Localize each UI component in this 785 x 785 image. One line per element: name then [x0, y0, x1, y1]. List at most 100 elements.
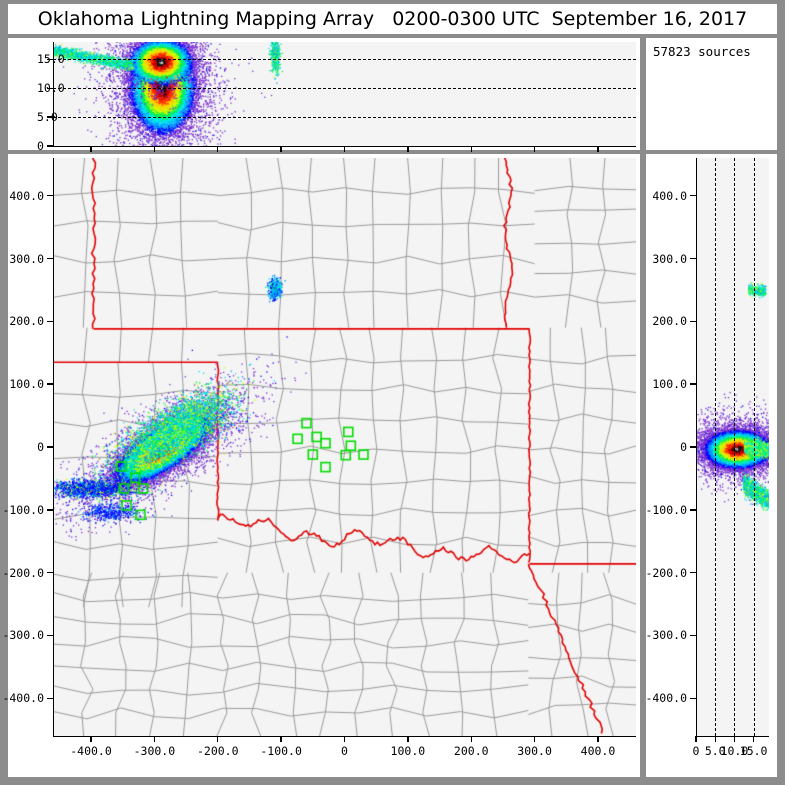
y-axis-line — [696, 158, 698, 736]
x-tick-mark — [470, 736, 472, 742]
y-tick-mark — [47, 320, 53, 323]
x-tick-mark — [407, 146, 409, 152]
x-tick-mark — [533, 146, 536, 152]
x-tick-mark — [407, 736, 409, 742]
x-tick-label: 15.0 — [739, 744, 768, 758]
y-tick-label: 400.0 — [652, 188, 687, 203]
x-tick-mark — [733, 736, 736, 742]
x-tick-label: 400.0 — [580, 744, 616, 758]
y-tick-mark — [47, 116, 53, 118]
x-tick-mark — [217, 736, 219, 742]
page-title: Oklahoma Lightning Mapping Array 0200-03… — [37, 8, 748, 30]
gridline-horizontal — [53, 88, 636, 90]
window-title-bar: Oklahoma Lightning Mapping Array 0200-03… — [8, 4, 777, 34]
x-tick-label: 0 — [341, 744, 348, 758]
y-tick-label: -200.0 — [645, 565, 687, 580]
y-tick-mark — [47, 697, 53, 699]
x-tick-mark — [470, 146, 472, 152]
source-count-panel: 57823 sources — [646, 38, 777, 150]
x-tick-mark — [90, 736, 92, 742]
y-tick-mark — [47, 446, 53, 448]
x-tick-label: 300.0 — [517, 744, 552, 758]
y-tick-label: -300.0 — [645, 628, 687, 643]
lma-station-markers — [53, 158, 636, 736]
x-tick-mark — [90, 146, 92, 152]
y-tick-mark — [690, 571, 696, 574]
x-tick-mark — [343, 146, 346, 152]
y-tick-mark — [690, 697, 696, 699]
x-tick-mark — [153, 736, 156, 742]
y-tick-mark — [690, 634, 696, 637]
gridline-vertical — [753, 158, 755, 736]
gridline-horizontal — [53, 117, 636, 119]
altitude-vs-east-panel: 05.010.015.0-400.0-300.0-200.0-100.00100… — [8, 38, 640, 168]
altitude-vs-north-plot-area — [696, 158, 769, 736]
x-tick-mark — [597, 736, 599, 742]
altitude-vs-north-scatter — [696, 158, 769, 736]
y-tick-mark — [690, 446, 696, 448]
y-tick-label: 200.0 — [9, 314, 44, 329]
y-tick-mark — [47, 194, 53, 197]
x-tick-mark — [695, 736, 697, 742]
y-tick-label: 200.0 — [652, 314, 687, 329]
y-axis-line — [53, 158, 55, 736]
y-tick-mark — [690, 194, 696, 197]
x-tick-label: 100.0 — [390, 744, 426, 758]
x-tick-mark — [533, 736, 536, 742]
altitude-vs-east-scatter — [53, 42, 636, 146]
y-tick-mark — [47, 257, 53, 260]
x-tick-label: 10.0 — [720, 744, 749, 758]
y-axis-line — [53, 42, 55, 146]
y-tick-label: 0 — [37, 440, 44, 454]
x-axis-line — [696, 736, 769, 738]
x-tick-mark — [714, 736, 716, 742]
y-tick-label: 300.0 — [9, 251, 44, 266]
y-tick-label: 300.0 — [652, 251, 687, 266]
x-tick-label: 200.0 — [453, 744, 489, 758]
y-tick-label: -300.0 — [2, 628, 44, 643]
x-tick-mark — [153, 146, 156, 152]
y-tick-mark — [47, 634, 53, 637]
y-tick-mark — [47, 509, 53, 511]
y-tick-label: 0 — [37, 139, 44, 153]
y-tick-mark — [47, 87, 53, 89]
y-tick-label: 100.0 — [652, 377, 687, 392]
x-tick-mark — [217, 146, 219, 152]
gridline-horizontal — [53, 59, 636, 61]
y-tick-label: 15.0 — [37, 52, 65, 67]
x-tick-mark — [597, 146, 599, 152]
y-tick-mark — [47, 58, 53, 61]
y-tick-mark — [47, 145, 53, 147]
y-tick-label: 10.0 — [37, 81, 65, 96]
y-tick-mark — [47, 383, 53, 385]
y-tick-mark — [690, 257, 696, 260]
x-tick-label: -100.0 — [260, 744, 302, 758]
y-tick-label: -200.0 — [2, 565, 44, 580]
y-tick-mark — [690, 509, 696, 511]
y-tick-mark — [47, 571, 53, 574]
x-tick-label: -400.0 — [70, 744, 112, 758]
x-tick-mark — [752, 736, 755, 742]
y-tick-label: 400.0 — [9, 188, 44, 203]
altitude-vs-north-panel: -400.0 -300.0 -200.0 -100.0 0 100.0 200.0 300.0… — [645, 154, 777, 777]
y-tick-mark — [690, 383, 696, 385]
y-tick-label: -100.0 — [2, 502, 44, 517]
x-tick-mark — [280, 736, 282, 742]
altitude-vs-east-plot-area — [53, 42, 636, 146]
plan-view-map-plot-area — [53, 158, 636, 736]
y-tick-label: -400.0 — [645, 691, 687, 706]
y-tick-label: -100.0 — [645, 502, 687, 517]
y-tick-label: -400.0 — [2, 691, 44, 706]
gridline-vertical — [715, 158, 717, 736]
source-count-label: 57823 sources — [653, 44, 751, 59]
gridline-vertical — [734, 158, 736, 736]
y-tick-label: 0 — [680, 440, 687, 454]
plan-view-map-panel: -400.0 -300.0 -200.0 -100.0 0 100.0 200.0 300.0… — [2, 154, 640, 777]
x-tick-label: 0 — [692, 744, 700, 758]
y-tick-label: 5.0 — [37, 110, 58, 125]
x-tick-label: -300.0 — [133, 744, 176, 758]
x-tick-label: -200.0 — [196, 744, 239, 758]
y-tick-label: 100.0 — [9, 377, 44, 392]
x-tick-mark — [280, 146, 282, 152]
